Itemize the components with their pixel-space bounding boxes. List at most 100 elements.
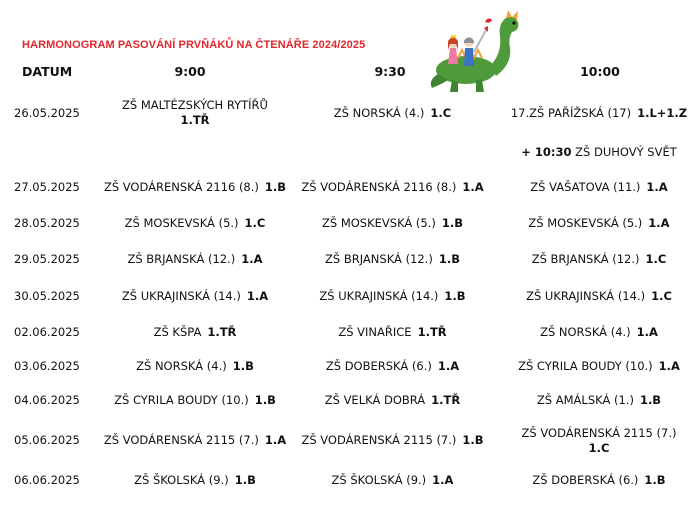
row-date: 04.06.2025	[14, 393, 80, 407]
slot-930: ZŠ VELKÁ DOBRÁ 1.TŘ	[290, 393, 495, 408]
school-name: ZŠ CYRILA BOUDY (10.)	[114, 393, 249, 407]
school-name: ZŠ DOBERSKÁ (6.)	[532, 473, 639, 487]
class-label: 1.C	[588, 441, 610, 455]
class-label: 1.A	[432, 473, 454, 487]
slot-1000: ZŠ UKRAJINSKÁ (14.) 1.C	[498, 289, 700, 304]
row-date: 02.06.2025	[14, 325, 80, 339]
school-name: ZŠ ŠKOLSKÁ (9.)	[331, 473, 427, 487]
slot-1000: 17.ZŠ PAŘÍŽSKÁ (17) 1.L+1.Z	[498, 106, 700, 121]
slot-900: ZŠ VODÁRENSKÁ 2116 (8.) 1.B	[90, 180, 300, 195]
school-name: ZŠ NORSKÁ (4.)	[333, 106, 425, 120]
slot-900: ZŠ BRJANSKÁ (12.) 1.A	[90, 252, 300, 267]
class-label: 1.B	[438, 252, 460, 266]
school-name: ZŠ AMÁLSKÁ (1.)	[536, 393, 634, 407]
class-label: 1.B	[264, 180, 287, 194]
class-label: 1.B	[639, 393, 662, 407]
extra-school: ZŠ DUHOVÝ SVĚT	[575, 145, 677, 159]
school-name: ZŠ VODÁRENSKÁ 2116 (8.)	[301, 180, 457, 194]
class-label: 1.A	[437, 359, 460, 373]
school-name: ZŠ BRJANSKÁ (12.)	[325, 252, 433, 266]
class-label: 1.A	[264, 433, 287, 447]
header-time-900: 9:00	[174, 64, 206, 79]
slot-930: ZŠ ŠKOLSKÁ (9.) 1.A	[290, 473, 495, 488]
class-label: 1.TŘ	[417, 325, 447, 339]
class-label: 1.C	[645, 252, 667, 266]
school-name: ZŠ VODÁRENSKÁ 2115 (7.)	[103, 433, 259, 447]
slot-900: ZŠ MOSKEVSKÁ (5.) 1.C	[90, 216, 300, 231]
row-date: 05.06.2025	[14, 433, 80, 447]
slot-930: ZŠ UKRAJINSKÁ (14.) 1.B	[290, 289, 495, 304]
row-date: 26.05.2025	[14, 106, 80, 120]
school-name: ZŠ VINAŘICE	[338, 325, 412, 339]
extra-time: + 10:30	[521, 145, 572, 159]
school-name: ZŠ BRJANSKÁ (12.)	[531, 252, 640, 266]
row-date: 03.06.2025	[14, 359, 80, 373]
school-name: 17.ZŠ PAŘÍŽSKÁ (17)	[510, 106, 632, 120]
slot-1000: ZŠ NORSKÁ (4.) 1.A	[498, 325, 700, 340]
class-label: 1.C	[651, 289, 672, 303]
class-label: 1.B	[462, 433, 484, 447]
slot-930: ZŠ DOBERSKÁ (6.) 1.A	[290, 359, 495, 374]
class-label: 1.A	[658, 359, 680, 373]
header-time-930: 9:30	[374, 64, 406, 79]
class-label: 1.A	[241, 252, 263, 266]
slot-1000: ZŠ BRJANSKÁ (12.) 1.C	[498, 252, 700, 267]
school-name: ZŠ UKRAJINSKÁ (14.)	[526, 289, 646, 303]
class-label: 1.B	[444, 289, 466, 303]
class-label: 1.B	[234, 473, 256, 487]
school-name: ZŠ UKRAJINSKÁ (14.)	[121, 289, 241, 303]
school-name: ZŠ KŠPA	[153, 325, 202, 339]
slot-930: ZŠ VODÁRENSKÁ 2115 (7.) 1.B	[290, 433, 495, 448]
page-title: HARMONOGRAM PASOVÁNÍ PRVŇÁKŮ NA ČTENÁŘE …	[22, 39, 366, 51]
slot-930: ZŠ MOSKEVSKÁ (5.) 1.B	[290, 216, 495, 231]
slot-1000: ZŠ DOBERSKÁ (6.) 1.B	[498, 473, 700, 488]
school-name: ZŠ VODÁRENSKÁ 2115 (7.)	[521, 426, 677, 440]
slot-930: ZŠ BRJANSKÁ (12.) 1.B	[290, 252, 495, 267]
school-name: ZŠ VAŠATOVA (11.)	[530, 180, 641, 194]
slot-900: ZŠ ŠKOLSKÁ (9.) 1.B	[90, 473, 300, 488]
class-label: 1.TŘ	[431, 393, 461, 407]
slot-900: ZŠ KŠPA 1.TŘ	[90, 325, 300, 340]
row-date: 30.05.2025	[14, 289, 80, 303]
school-name: ZŠ UKRAJINSKÁ (14.)	[319, 289, 439, 303]
school-name: ZŠ MOSKEVSKÁ (5.)	[124, 216, 239, 230]
school-name: ZŠ VODÁRENSKÁ 2116 (8.)	[103, 180, 259, 194]
slot-930: ZŠ NORSKÁ (4.) 1.C	[290, 106, 495, 121]
header-time-1000: 10:00	[580, 64, 620, 79]
class-label: 1.C	[244, 216, 266, 230]
slot-1000: ZŠ VAŠATOVA (11.) 1.A	[498, 180, 700, 195]
slot-1000: ZŠ AMÁLSKÁ (1.) 1.B	[498, 393, 700, 408]
slot-1000: ZŠ VODÁRENSKÁ 2115 (7.) 1.C	[498, 426, 700, 456]
class-label: 1.A	[462, 180, 484, 194]
slot-1000: ZŠ CYRILA BOUDY (10.) 1.A	[498, 359, 700, 374]
school-name: ZŠ VODÁRENSKÁ 2115 (7.)	[301, 433, 457, 447]
slot-900: ZŠ VODÁRENSKÁ 2115 (7.) 1.A	[90, 433, 300, 448]
class-label: 1.L+1.Z	[637, 106, 688, 120]
row-date: 06.06.2025	[14, 473, 80, 487]
school-name: ZŠ MOSKEVSKÁ (5.)	[321, 216, 436, 230]
class-label: 1.A	[246, 289, 269, 303]
class-label: 1.TŘ	[207, 325, 237, 339]
class-label: 1.A	[646, 180, 668, 194]
class-label: 1.B	[441, 216, 464, 230]
class-label: 1.B	[254, 393, 276, 407]
school-name: ZŠ NORSKÁ (4.)	[540, 325, 631, 339]
extra-slot: + 10:30 ZŠ DUHOVÝ SVĚT	[498, 145, 700, 159]
header-date: DATUM	[22, 64, 73, 79]
knight-dragon-illustration	[430, 10, 519, 92]
school-name: ZŠ MOSKEVSKÁ (5.)	[528, 216, 643, 230]
class-label: 1.TŘ	[180, 113, 210, 127]
class-label: 1.A	[636, 325, 658, 339]
school-name: ZŠ DOBERSKÁ (6.)	[325, 359, 432, 373]
slot-900: ZŠ NORSKÁ (4.) 1.B	[90, 359, 300, 374]
class-label: 1.C	[430, 106, 452, 120]
row-date: 27.05.2025	[14, 180, 80, 194]
class-label: 1.A	[648, 216, 670, 230]
class-label: 1.B	[644, 473, 666, 487]
school-name: ZŠ VELKÁ DOBRÁ	[324, 393, 426, 407]
slot-900: ZŠ UKRAJINSKÁ (14.) 1.A	[90, 289, 300, 304]
school-name: ZŠ MALTÉZSKÝCH RYTÍŘŮ	[122, 98, 268, 112]
school-name: ZŠ ŠKOLSKÁ (9.)	[134, 473, 229, 487]
school-name: ZŠ BRJANSKÁ (12.)	[127, 252, 236, 266]
class-label: 1.B	[232, 359, 254, 373]
